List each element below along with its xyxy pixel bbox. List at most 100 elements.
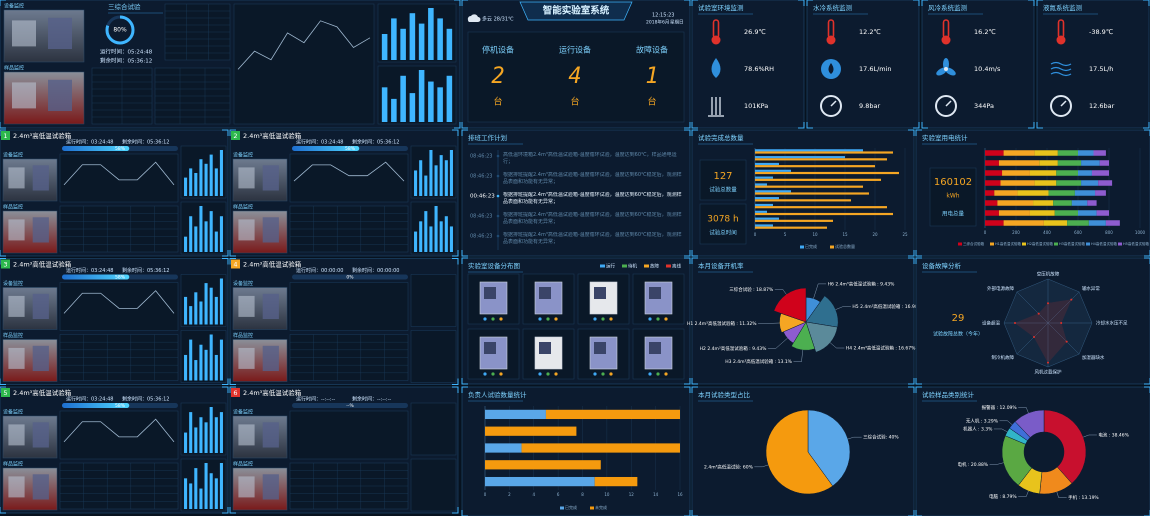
bar — [439, 155, 443, 196]
panel-corner — [452, 258, 459, 265]
panel-corner — [461, 510, 468, 516]
panel-title: 本月设备开机率 — [698, 261, 744, 270]
unit-title: 2.4m³高低温试验箱 — [243, 388, 302, 397]
bar — [209, 334, 213, 381]
status-dot — [601, 317, 605, 321]
status-dot — [609, 317, 613, 321]
progress-label: 58% — [115, 146, 126, 152]
reading: 344Pa — [974, 102, 994, 110]
bar — [437, 18, 443, 60]
bar — [998, 210, 1030, 216]
x-tick-label: 25 — [902, 232, 908, 237]
bar — [1099, 160, 1109, 166]
radar-axis-label: 制冷机故障 — [992, 354, 1015, 361]
status-dot — [499, 372, 503, 376]
bar — [485, 476, 595, 487]
status-label: 运行设备 — [559, 45, 591, 55]
bar — [184, 432, 188, 453]
bar — [1096, 210, 1109, 216]
bar — [1078, 210, 1097, 216]
bar — [189, 306, 193, 325]
panel-corner — [229, 258, 236, 265]
bar — [1091, 170, 1109, 176]
timeline-dot — [496, 234, 500, 238]
progress-track — [292, 403, 408, 408]
leader-line — [1018, 490, 1029, 497]
panel-corner — [691, 129, 698, 136]
bar — [1029, 170, 1057, 176]
sub-frame — [467, 31, 685, 123]
bar — [219, 463, 223, 509]
camera-label: 设备监控 — [233, 409, 253, 416]
panel-corner — [684, 510, 691, 516]
bar — [1034, 150, 1058, 156]
panel-corner — [222, 250, 229, 257]
schedule-item: 根据排班提醒2.4m³高低温试验箱-温度循环试验，温度达到60℃稳定后，观测样品… — [503, 172, 682, 185]
sample-label: 样品监控 — [233, 461, 253, 468]
status-dot — [593, 372, 597, 376]
radar-point — [1070, 298, 1073, 301]
badge — [1, 259, 10, 269]
panel-corner — [222, 258, 229, 265]
legend-swatch — [1086, 242, 1090, 246]
weekday: 星期日 — [670, 20, 684, 26]
badge-number: 4 — [233, 261, 237, 269]
bar — [1095, 190, 1106, 196]
camera-label: 设备监控 — [3, 280, 23, 287]
legend-label: 试验总数量 — [835, 243, 855, 249]
panel-corner — [222, 507, 229, 514]
icon — [945, 100, 952, 107]
panel-corner — [684, 257, 691, 264]
bar — [199, 301, 203, 325]
badge — [231, 388, 240, 397]
panel-corner — [229, 250, 236, 257]
timeline-dot — [496, 174, 500, 178]
leader-line — [1018, 407, 1029, 414]
icon — [820, 95, 842, 117]
line-series — [63, 290, 175, 314]
line-series — [63, 418, 175, 443]
legend-label: H3高低温试验箱 — [1059, 241, 1085, 246]
time: 12:15:23 — [652, 13, 674, 19]
bar — [755, 165, 875, 168]
device-window — [484, 342, 496, 354]
reading: -38.9℃ — [1089, 28, 1113, 36]
icon — [711, 35, 721, 45]
status-dot — [554, 372, 558, 376]
bar — [755, 162, 779, 166]
reading: 9.8bar — [859, 102, 880, 110]
panel-corner — [452, 507, 459, 514]
camera-label: 设备监控 — [233, 280, 253, 287]
bar — [189, 216, 193, 252]
image-detail — [32, 345, 49, 371]
bar — [194, 468, 198, 509]
icon — [1050, 95, 1072, 117]
bar — [485, 409, 546, 420]
bar — [755, 169, 791, 172]
status-unit: 台 — [493, 96, 502, 108]
bar — [1053, 200, 1072, 206]
remain-time: 剩余时间：00:00:00 — [352, 267, 399, 274]
device-window — [539, 287, 551, 299]
bar — [209, 211, 213, 252]
radar-area — [1014, 299, 1072, 364]
panel — [921, 0, 1035, 129]
bar — [219, 278, 223, 325]
sample-label: 样品监控 — [4, 65, 24, 72]
slice — [1043, 409, 1087, 484]
schedule-item: 根据排班提醒2.4m³高低温试验箱-温度循环试验，温度达到60℃稳定后，观测样品… — [503, 192, 682, 205]
reading: 10.4m/s — [974, 65, 1001, 73]
bar — [994, 190, 1018, 196]
bar — [418, 70, 425, 122]
panel-corner — [684, 378, 691, 385]
panel-title: 液氮系统监测 — [1043, 3, 1083, 12]
panel-corner — [461, 386, 468, 393]
legend-swatch — [830, 245, 834, 249]
status-dot — [601, 372, 605, 376]
sub-frame — [410, 330, 457, 383]
unit-title: 2.4m³高低温试验箱 — [13, 388, 72, 397]
x-tick-label: 8 — [581, 492, 584, 497]
bar — [1029, 210, 1055, 216]
bar — [214, 231, 218, 252]
